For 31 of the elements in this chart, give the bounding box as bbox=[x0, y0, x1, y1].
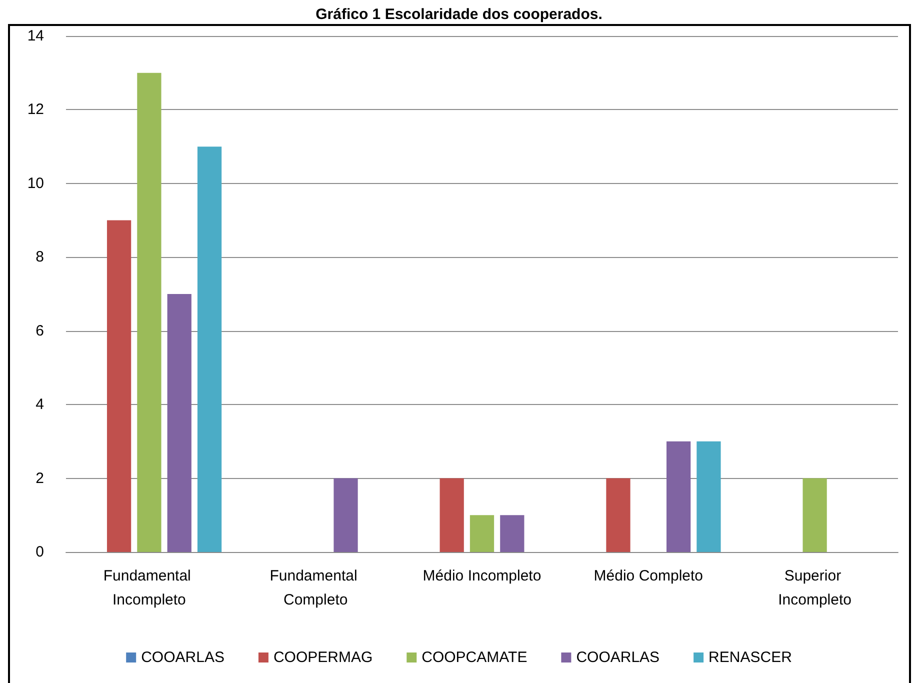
legend-label: RENASCER bbox=[708, 649, 792, 666]
bar bbox=[802, 478, 827, 552]
bar bbox=[500, 515, 524, 552]
bar bbox=[197, 146, 222, 552]
y-tick-label: 4 bbox=[36, 396, 44, 414]
bar bbox=[106, 220, 132, 552]
chart-title: Gráfico 1 Escolaridade dos cooperados. bbox=[316, 6, 602, 23]
y-tick-label: 2 bbox=[36, 470, 44, 487]
legend-label: COOARLAS bbox=[576, 649, 660, 666]
bar bbox=[666, 441, 691, 552]
y-tick-label: 6 bbox=[36, 322, 44, 340]
bar bbox=[137, 72, 162, 552]
bar bbox=[696, 441, 721, 552]
x-tick-label: Médio Completo bbox=[594, 568, 704, 584]
y-tick-label: 10 bbox=[27, 174, 44, 192]
y-tick-label: 0 bbox=[36, 544, 44, 560]
bar bbox=[470, 515, 494, 552]
bar bbox=[440, 478, 464, 552]
legend-label: COOPERMAG bbox=[273, 649, 373, 666]
x-tick-label: Fundamental Incompleto bbox=[103, 568, 196, 608]
x-tick-label: Superior Incompleto bbox=[778, 568, 852, 608]
x-tick-label: Médio Incompleto bbox=[422, 568, 542, 584]
legend-label: COOARLAS bbox=[141, 649, 224, 666]
legend-label: COOPCAMATE bbox=[422, 649, 528, 666]
y-tick-label: 12 bbox=[27, 101, 44, 118]
bar bbox=[334, 478, 358, 552]
y-tick-label: 14 bbox=[27, 28, 44, 44]
bar bbox=[167, 294, 192, 552]
y-tick-label: 8 bbox=[36, 248, 44, 266]
x-tick-label: Fundamental Completo bbox=[270, 568, 362, 608]
bar bbox=[606, 478, 630, 552]
